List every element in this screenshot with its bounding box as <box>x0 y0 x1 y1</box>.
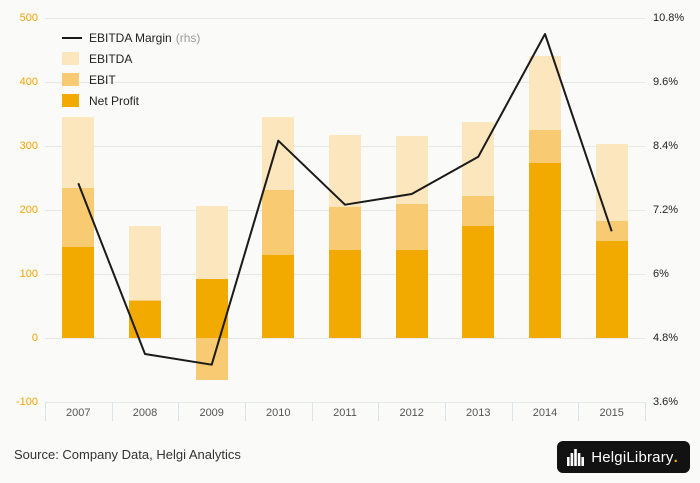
right-axis-tick-7.2%: 7.2% <box>653 204 679 216</box>
x-axis-separator <box>378 402 380 421</box>
plot-area <box>45 18 645 403</box>
x-axis-separator <box>578 402 580 421</box>
x-axis-label-2012: 2012 <box>399 407 424 419</box>
right-axis-tick-8.4%: 8.4% <box>653 140 679 152</box>
legend-item-ebitda-margin: EBITDA Margin (rhs) <box>62 27 200 48</box>
legend-label-ebitda-margin: EBITDA Margin <box>89 30 172 45</box>
left-axis-tick-300: 300 <box>19 140 38 152</box>
bar-net_profit-2012 <box>395 250 428 338</box>
bar-net_profit-2014 <box>529 163 561 338</box>
left-axis-tick--100: -100 <box>15 396 38 408</box>
x-axis-separator <box>178 402 180 421</box>
legend-item-ebitda: EBITDA <box>62 48 200 69</box>
legend-label-ebitda: EBITDA <box>89 51 133 66</box>
x-axis-separator <box>445 402 446 421</box>
line-swatch-icon <box>62 36 82 39</box>
bar-net_profit-2013 <box>462 226 495 338</box>
combo-chart: EBITDA Margin (rhs) EBITDA EBIT Net Prof… <box>15 12 685 421</box>
x-axis-label-2010: 2010 <box>266 407 291 419</box>
legend-swatch-ebit <box>62 73 79 86</box>
bar-net_profit-2011 <box>329 250 361 338</box>
x-axis-separator <box>311 402 313 421</box>
legend-item-ebit: EBIT <box>62 69 200 90</box>
left-axis-tick-0: 0 <box>31 332 38 344</box>
x-axis-label-2014: 2014 <box>532 407 558 419</box>
x-axis-label-2015: 2015 <box>599 407 624 419</box>
bar-ebit-2009 <box>195 338 228 380</box>
bar-net_profit-2008 <box>129 300 161 338</box>
x-axis-separator <box>45 402 46 421</box>
legend-swatch-ebitda <box>62 52 79 65</box>
legend-swatch-net-profit <box>62 94 79 107</box>
x-axis-label-2008: 2008 <box>132 407 158 419</box>
helgi-library-logo: HelgiLibrary. <box>557 441 690 473</box>
x-axis-separator <box>511 402 513 421</box>
left-axis-tick-200: 200 <box>19 204 38 216</box>
right-axis-tick-9.6%: 9.6% <box>653 76 679 88</box>
bar-net_profit-2015 <box>595 240 628 338</box>
left-axis-tick-500: 500 <box>19 12 38 24</box>
x-axis-label-2007: 2007 <box>66 407 91 419</box>
right-axis-tick-6%: 6% <box>653 268 669 280</box>
x-axis-label-2009: 2009 <box>199 407 224 419</box>
left-axis-tick-400: 400 <box>19 76 38 88</box>
bar-net_profit-2010 <box>262 254 295 338</box>
right-axis-tick-10.8%: 10.8% <box>653 12 685 24</box>
logo-text: HelgiLibrary. <box>591 448 678 466</box>
gridline-0 <box>45 338 645 339</box>
bar-net_profit-2007 <box>62 246 95 338</box>
gridline-500 <box>45 18 645 19</box>
gridline-400 <box>45 82 645 83</box>
x-axis-separator <box>111 402 113 421</box>
castle-icon <box>567 448 585 466</box>
legend-rhs-suffix: (rhs) <box>175 30 201 45</box>
right-axis-tick-3.6%: 3.6% <box>653 396 679 408</box>
right-axis-tick-4.8%: 4.8% <box>653 332 679 344</box>
ebitda-margin-polyline <box>77 33 613 366</box>
left-axis-tick-100: 100 <box>19 268 38 280</box>
legend-label-net-profit: Net Profit <box>89 93 140 108</box>
x-axis-label-2013: 2013 <box>466 407 491 419</box>
legend: EBITDA Margin (rhs) EBITDA EBIT Net Prof… <box>62 27 200 111</box>
x-axis-separator <box>645 402 646 421</box>
legend-item-net-profit: Net Profit <box>62 90 200 111</box>
gridline--100 <box>45 402 645 403</box>
legend-label-ebit: EBIT <box>89 72 116 87</box>
x-axis-separator <box>245 402 246 421</box>
ebitda-margin-line <box>77 33 613 366</box>
source-text: Source: Company Data, Helgi Analytics <box>14 447 241 462</box>
x-axis-label-2011: 2011 <box>333 407 357 419</box>
